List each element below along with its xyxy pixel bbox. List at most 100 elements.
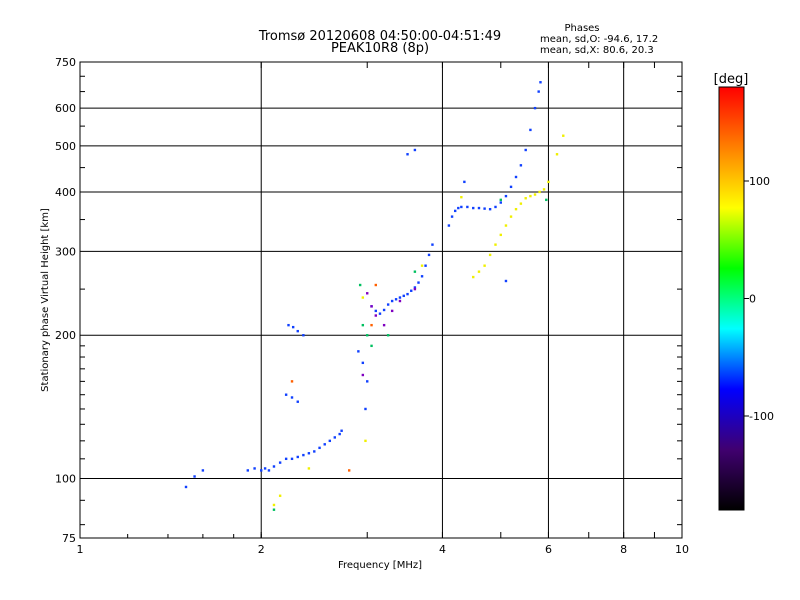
echo-point: [382, 323, 386, 327]
o-mode-point: [267, 469, 271, 472]
o-mode-point: [504, 194, 508, 198]
o-mode-point: [509, 185, 513, 189]
x-tick-label: 10: [675, 543, 689, 556]
o-mode-point: [483, 207, 486, 210]
o-mode-point: [539, 81, 542, 84]
o-mode-point: [296, 329, 299, 333]
x-mode-point: [555, 153, 559, 156]
o-mode-point: [394, 298, 398, 301]
echo-point: [374, 314, 377, 317]
x-axis-label: Frequency [MHz]: [338, 560, 422, 571]
o-mode-point: [193, 475, 196, 478]
o-mode-point: [323, 443, 326, 446]
echo-point: [413, 287, 417, 291]
o-mode-point: [413, 148, 417, 152]
o-mode-point: [488, 207, 492, 211]
o-mode-point: [378, 312, 382, 315]
o-mode-point: [290, 457, 294, 461]
o-mode-point: [246, 469, 250, 472]
o-mode-point: [529, 128, 532, 132]
plot-frame: [79, 61, 683, 539]
x-mode-point: [533, 193, 537, 196]
colorbar-tick-label: 100: [749, 175, 770, 188]
echo-point: [370, 344, 373, 348]
o-mode-point: [420, 275, 424, 278]
o-mode-point: [382, 308, 386, 312]
echo-point: [347, 469, 351, 472]
echo-point: [361, 373, 365, 377]
o-mode-point: [504, 279, 508, 283]
x-mode-point: [460, 195, 463, 199]
x-mode-point: [514, 207, 518, 211]
chart-title: Tromsø 20120608 04:50:00-04:51:49: [258, 29, 501, 44]
o-mode-point: [431, 243, 434, 246]
x-mode-point: [529, 194, 532, 198]
echo-point: [386, 334, 390, 337]
o-mode-point: [424, 264, 427, 267]
o-mode-point: [466, 205, 469, 209]
x-mode-point: [504, 224, 508, 227]
phase-heading: Phases: [564, 23, 599, 34]
o-mode-point: [333, 436, 336, 439]
o-mode-point: [263, 467, 267, 470]
o-mode-point: [302, 453, 305, 457]
echo-point: [370, 323, 373, 327]
o-mode-point: [287, 323, 290, 327]
o-mode-point: [427, 253, 431, 257]
o-mode-point: [494, 205, 497, 209]
x-mode-point: [483, 264, 486, 267]
o-mode-point: [253, 467, 256, 470]
colorbar-tick-label: -100: [749, 410, 774, 423]
x-mode-point: [542, 188, 546, 191]
o-mode-point: [398, 296, 402, 299]
o-mode-point: [413, 286, 417, 289]
o-mode-point: [410, 289, 413, 292]
y-tick-label: 300: [55, 245, 76, 258]
echo-point: [413, 270, 417, 273]
o-mode-point: [272, 465, 276, 468]
o-mode-point: [417, 281, 420, 284]
x-mode-point: [499, 233, 502, 237]
o-mode-point: [499, 201, 502, 204]
echo-point: [366, 292, 369, 295]
x-mode-point: [307, 467, 311, 470]
o-mode-point: [472, 206, 475, 210]
echo-point: [374, 283, 377, 287]
o-mode-point: [184, 485, 188, 489]
o-mode-point: [514, 175, 518, 179]
plot-area: 1 2 4 6 8 10 75 100 200 300 400 500 600 750: [55, 56, 689, 556]
phase-stats-x: mean, sd,X: 80.6, 20.3: [540, 45, 654, 56]
x-tick-label: 6: [545, 543, 552, 556]
x-mode-point: [272, 503, 276, 507]
o-mode-point: [524, 148, 527, 152]
x-mode-point: [494, 243, 497, 246]
o-mode-point: [296, 455, 299, 459]
y-tick-label: 100: [55, 473, 76, 486]
o-mode-point: [340, 429, 343, 432]
x-mode-point: [524, 197, 527, 200]
x-mode-point: [472, 275, 475, 279]
o-mode-point: [460, 205, 463, 209]
o-mode-point: [313, 450, 316, 453]
colorbar-gradient: [718, 86, 745, 511]
o-mode-point: [386, 303, 390, 306]
o-mode-point: [453, 209, 457, 213]
o-mode-point: [361, 361, 365, 365]
o-mode-point: [447, 224, 451, 227]
x-mode-point: [420, 264, 424, 267]
x-tick-label: 2: [258, 543, 265, 556]
x-mode-point: [477, 270, 481, 273]
o-mode-point: [201, 469, 205, 472]
o-mode-point: [450, 215, 454, 218]
echo-point: [290, 380, 294, 383]
o-mode-point: [477, 206, 481, 210]
colorbar-label: [deg]: [714, 72, 749, 87]
echo-point: [366, 334, 369, 337]
colorbar-tick-label: 0: [749, 293, 756, 306]
y-tick-label: 500: [55, 140, 76, 153]
echo-point: [358, 283, 362, 287]
o-mode-point: [357, 350, 360, 353]
x-mode-point: [488, 253, 492, 257]
echo-point: [370, 305, 373, 308]
o-mode-point: [338, 432, 341, 436]
